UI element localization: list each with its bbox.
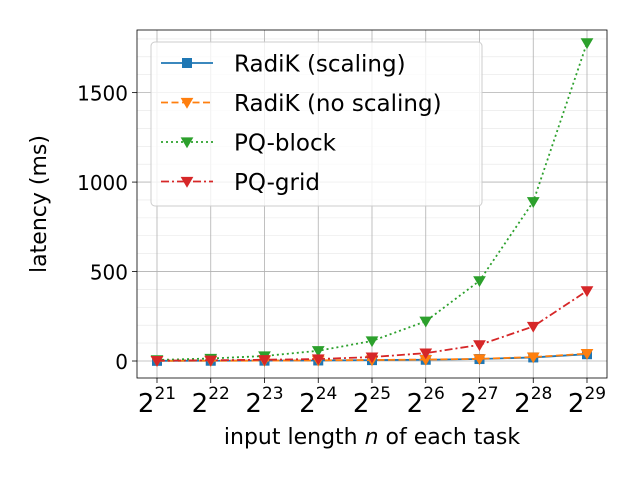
data-point [526, 321, 540, 333]
y-tick-label: 1500 [77, 82, 128, 106]
x-tick-label: 226 [407, 384, 445, 419]
x-tick-label: 224 [299, 384, 337, 419]
data-point [473, 276, 486, 288]
legend-label: PQ-grid [234, 170, 320, 196]
data-point [419, 316, 433, 328]
y-axis-title: latency (ms) [27, 135, 52, 273]
y-tick-label: 0 [115, 350, 128, 374]
legend-marker [180, 97, 194, 109]
legend: RadiK (scaling) RadiK (no scaling) PQ-bloc… [150, 41, 483, 207]
x-tick-label: 225 [353, 384, 391, 419]
legend-label: PQ-block [234, 131, 337, 157]
data-point [365, 352, 379, 364]
legend-box [150, 41, 483, 207]
data-point [473, 354, 486, 366]
data-point [580, 349, 594, 360]
data-point [526, 352, 540, 364]
series-3 [150, 286, 594, 367]
data-point [204, 355, 218, 367]
x-axis-ticks: 221 222 223 224 225 226 227 228 229 [138, 378, 606, 419]
x-tick-label: 229 [568, 384, 606, 419]
x-tick-label: 223 [245, 384, 283, 419]
x-axis-title: input length n of each task [224, 425, 520, 450]
y-tick-label: 500 [90, 261, 128, 285]
y-tick-label: 1000 [77, 171, 128, 195]
data-point [311, 346, 325, 358]
series-layer [150, 38, 594, 368]
data-point [150, 356, 164, 367]
data-point [473, 340, 486, 352]
data-point [526, 197, 540, 208]
data-point [365, 336, 379, 348]
data-point [258, 355, 271, 366]
legend-label: RadiK (scaling) [234, 52, 406, 78]
legend-marker [180, 137, 194, 149]
x-tick-label: 222 [192, 384, 230, 419]
data-point [419, 348, 433, 360]
data-point [580, 286, 594, 298]
legend-marker [182, 58, 192, 68]
data-point [311, 354, 325, 366]
y-axis-ticks: 0 500 1000 1500 [77, 82, 137, 374]
legend-marker [180, 176, 194, 188]
legend-label: RadiK (no scaling) [234, 91, 442, 117]
x-tick-label: 227 [460, 384, 498, 419]
x-tick-label: 221 [138, 384, 176, 419]
data-point [580, 38, 594, 50]
x-tick-label: 228 [514, 384, 552, 419]
